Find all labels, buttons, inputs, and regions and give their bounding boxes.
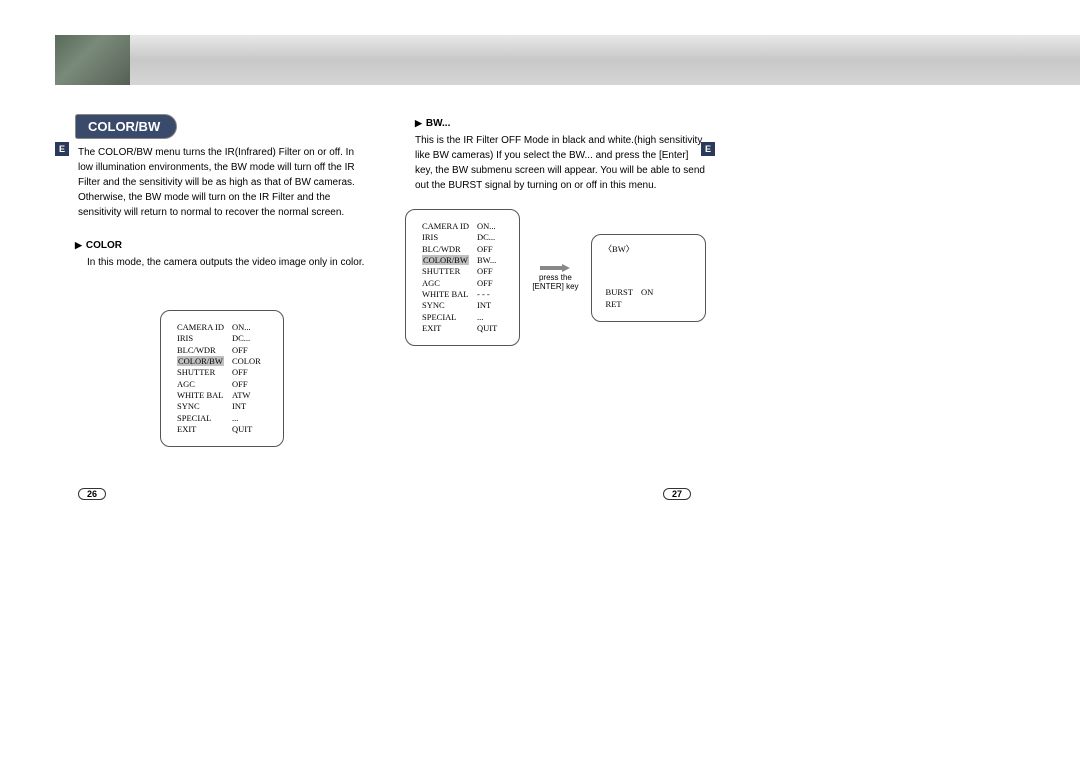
menu-label: WHITE BAL	[422, 290, 475, 299]
menu-value: ON...	[232, 323, 267, 332]
header-photo	[55, 35, 130, 85]
menu-label: BLC/WDR	[422, 245, 475, 254]
menu-color-wrap: CAMERA IDON...IRISDC...BLC/WDROFFCOLOR/B…	[160, 310, 315, 452]
menu-label: IRIS	[422, 233, 475, 242]
section-header: COLOR/BW	[75, 114, 177, 139]
menu-value: OFF	[232, 368, 267, 377]
menu-label: SPECIAL	[422, 313, 475, 322]
menu-label: CAMERA ID	[177, 323, 230, 332]
menu-label: COLOR/BW	[177, 357, 230, 366]
triangle-icon: ▶	[75, 240, 82, 250]
sub-heading-label: BW...	[426, 118, 450, 129]
sub-heading-label: COLOR	[86, 240, 122, 251]
menu-label: BURST	[606, 287, 639, 297]
menu-color: CAMERA IDON...IRISDC...BLC/WDROFFCOLOR/B…	[160, 310, 284, 447]
menu-row: SYNCINT	[422, 301, 503, 310]
menu-table: CAMERA IDON...IRISDC...BLC/WDROFFCOLOR/B…	[175, 321, 269, 436]
menu-row: SHUTTEROFF	[177, 368, 267, 377]
menu-row: IRISDC...	[422, 233, 503, 242]
menu-label: SYNC	[422, 301, 475, 310]
menu-bw: CAMERA IDON...IRISDC...BLC/WDROFFCOLOR/B…	[405, 209, 520, 346]
arrow-label: [ENTER] key	[532, 283, 578, 292]
menu-label: IRIS	[177, 334, 230, 343]
menu-row: SPECIAL...	[177, 414, 267, 423]
menu-value: OFF	[477, 279, 503, 288]
menu-value: OFF	[232, 346, 267, 355]
menu-row: EXITQUIT	[422, 324, 503, 333]
menu-label: AGC	[177, 380, 230, 389]
menu-value: ...	[477, 313, 503, 322]
triangle-icon: ▶	[415, 118, 422, 128]
menu-row: CAMERA IDON...	[177, 323, 267, 332]
menu-row: CAMERA IDON...	[422, 222, 503, 231]
page-left: E COLOR/BW The COLOR/BW menu turns the I…	[55, 100, 375, 452]
menu-row: COLOR/BWBW...	[422, 256, 503, 265]
menu-row: WHITE BAL- - -	[422, 290, 503, 299]
menu-flow: CAMERA IDON...IRISDC...BLC/WDROFFCOLOR/B…	[405, 209, 715, 346]
menu-row: IRISDC...	[177, 334, 267, 343]
arrow-icon	[540, 264, 570, 272]
menu-row: WHITE BALATW	[177, 391, 267, 400]
menu-value: DC...	[477, 233, 503, 242]
sub-text-color: In this mode, the camera outputs the vid…	[87, 255, 367, 270]
menu-table: CAMERA IDON...IRISDC...BLC/WDROFFCOLOR/B…	[420, 220, 505, 335]
menu-row: EXITQUIT	[177, 425, 267, 434]
menu-row: SHUTTEROFF	[422, 267, 503, 276]
menu-value: QUIT	[477, 324, 503, 333]
menu-bw-sub: 〈BW〉BURSTONRET	[591, 234, 706, 322]
menu-row: BURSTON	[606, 287, 660, 297]
menu-label: SYNC	[177, 402, 230, 411]
sub-text-bw: This is the IR Filter OFF Mode in black …	[415, 133, 707, 193]
sub-heading-color: ▶ COLOR	[75, 240, 375, 251]
sub-heading-bw: ▶ BW...	[415, 118, 715, 129]
menu-value: OFF	[477, 267, 503, 276]
menu-value: DC...	[232, 334, 267, 343]
menu-row: COLOR/BWCOLOR	[177, 357, 267, 366]
menu-value: BW...	[477, 256, 503, 265]
menu-value: OFF	[232, 380, 267, 389]
menu-row: SPECIAL...	[422, 313, 503, 322]
menu-row: AGCOFF	[177, 380, 267, 389]
menu-label: COLOR/BW	[422, 256, 475, 265]
menu-label: SHUTTER	[422, 267, 475, 276]
menu-value: ON	[641, 287, 659, 297]
menu-value: COLOR	[232, 357, 267, 366]
menu-value: INT	[232, 402, 267, 411]
menu-row: AGCOFF	[422, 279, 503, 288]
menu-row: BLC/WDROFF	[422, 245, 503, 254]
header-bar	[55, 35, 1080, 85]
menu-value: OFF	[477, 245, 503, 254]
menu-value	[641, 299, 659, 309]
submenu-title: 〈BW〉	[604, 243, 635, 255]
menu-value: ...	[232, 414, 267, 423]
menu-value: ATW	[232, 391, 267, 400]
menu-value: INT	[477, 301, 503, 310]
arrow-column: press the [ENTER] key	[532, 264, 578, 292]
menu-label: BLC/WDR	[177, 346, 230, 355]
lang-tab-right: E	[701, 142, 715, 156]
menu-label: EXIT	[422, 324, 475, 333]
menu-label: EXIT	[177, 425, 230, 434]
menu-label: CAMERA ID	[422, 222, 475, 231]
menu-label: AGC	[422, 279, 475, 288]
menu-value: QUIT	[232, 425, 267, 434]
menu-label: SHUTTER	[177, 368, 230, 377]
page-number-right: 27	[663, 488, 691, 500]
intro-text: The COLOR/BW menu turns the IR(Infrared)…	[78, 145, 367, 220]
menu-value: - - -	[477, 290, 503, 299]
menu-row: RET	[606, 299, 660, 309]
lang-tab-left: E	[55, 142, 69, 156]
submenu-table: BURSTONRET	[604, 285, 662, 311]
page-right: E ▶ BW... This is the IR Filter OFF Mode …	[395, 100, 715, 346]
page-number-left: 26	[78, 488, 106, 500]
menu-value: ON...	[477, 222, 503, 231]
menu-row: BLC/WDROFF	[177, 346, 267, 355]
menu-row: SYNCINT	[177, 402, 267, 411]
menu-label: RET	[606, 299, 639, 309]
menu-label: WHITE BAL	[177, 391, 230, 400]
menu-label: SPECIAL	[177, 414, 230, 423]
